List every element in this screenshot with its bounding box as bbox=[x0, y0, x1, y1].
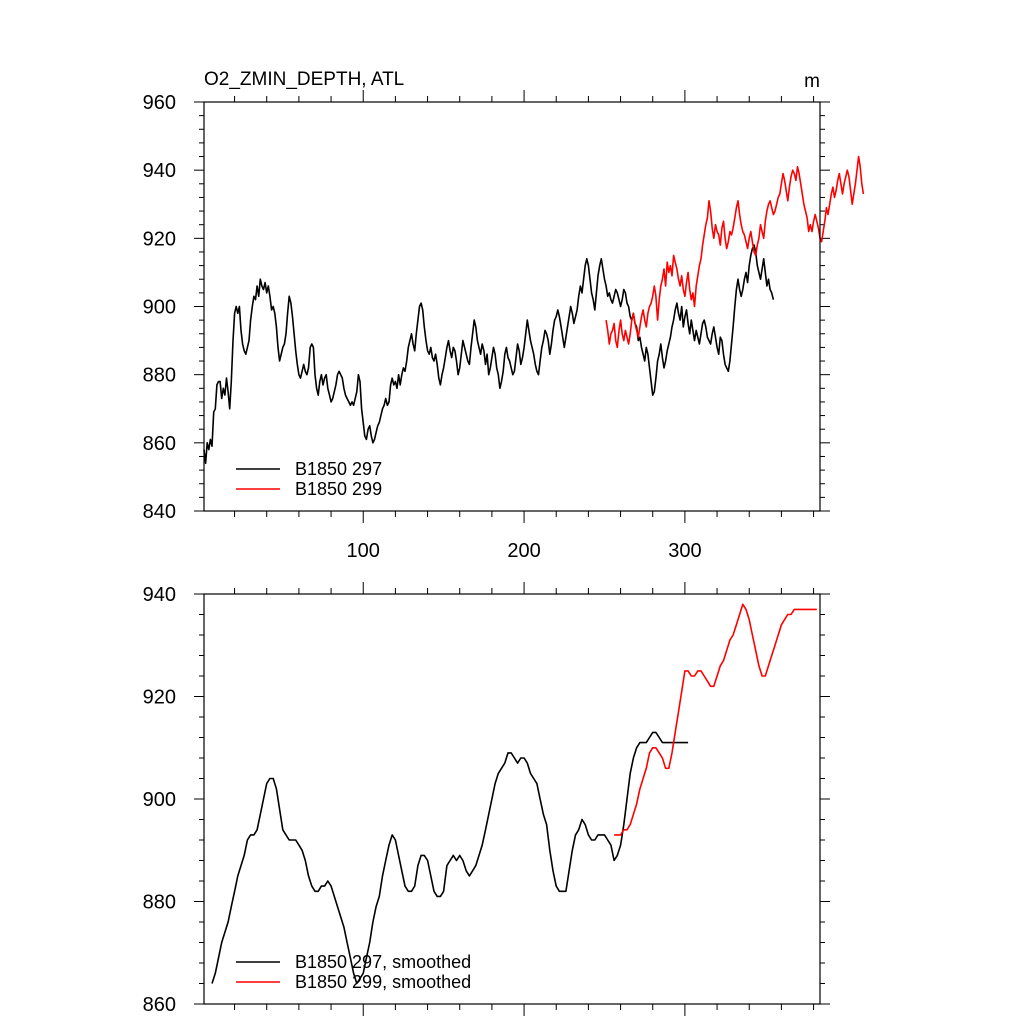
y-tick-label: 940 bbox=[143, 160, 176, 182]
top-panel: O2_ZMIN_DEPTH, ATL m 840 860 880 900 920 940 9… bbox=[143, 69, 865, 562]
legend-label-1: B1850 297, smoothed bbox=[295, 952, 471, 972]
y-tick-label: 960 bbox=[143, 92, 176, 114]
y-tick-label: 900 bbox=[143, 297, 176, 319]
x-tick-label: 200 bbox=[507, 540, 540, 562]
series-line-1 bbox=[203, 244, 775, 465]
bottom-plot-frame bbox=[203, 593, 821, 1005]
legend-label-2: B1850 299, smoothed bbox=[295, 972, 471, 992]
bottom-axes-ticks: 860 880 900 920 940 bbox=[143, 582, 830, 1016]
y-tick-label: 880 bbox=[143, 892, 176, 914]
y-tick-label: 880 bbox=[143, 365, 176, 387]
y-tick-label: 900 bbox=[143, 789, 176, 811]
units-label: m bbox=[804, 71, 820, 92]
series-line-2 bbox=[614, 603, 817, 836]
top-axes-ticks: 840 860 880 900 920 940 960 100 200 300 bbox=[143, 90, 830, 562]
y-tick-label: 920 bbox=[143, 687, 176, 709]
legend-label-1: B1850 297 bbox=[295, 459, 382, 479]
y-tick-label: 860 bbox=[143, 433, 176, 455]
legend-label-2: B1850 299 bbox=[295, 479, 382, 499]
y-tick-label: 840 bbox=[143, 501, 176, 523]
x-tick-label: 300 bbox=[668, 540, 701, 562]
top-plot-frame bbox=[203, 101, 821, 512]
chart-title: O2_ZMIN_DEPTH, ATL bbox=[204, 69, 404, 90]
bottom-panel: 860 880 900 920 940 B1850 297, smoothedB1850… bbox=[143, 582, 830, 1016]
y-tick-label: 920 bbox=[143, 228, 176, 250]
y-tick-label: 860 bbox=[143, 994, 176, 1016]
bottom-series-group bbox=[211, 603, 817, 985]
y-tick-label: 940 bbox=[143, 584, 176, 606]
x-tick-label: 100 bbox=[347, 540, 380, 562]
series-line-1 bbox=[211, 731, 689, 985]
top-series-group bbox=[203, 155, 865, 465]
